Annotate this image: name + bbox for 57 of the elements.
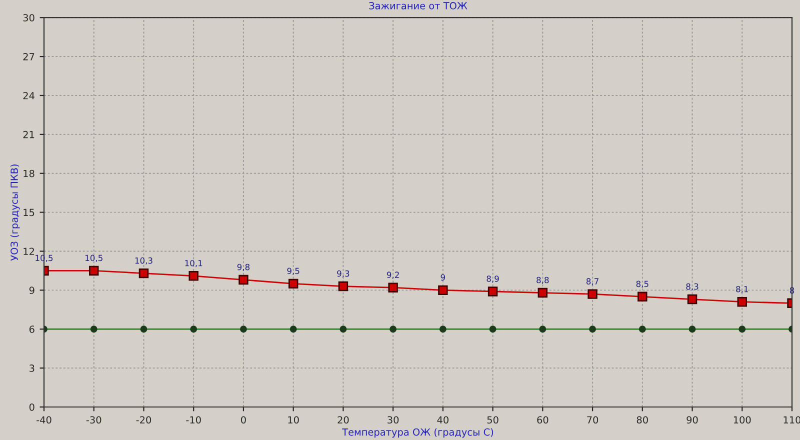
y-tick-label: 15 xyxy=(24,208,34,216)
x-tick-label: 60 xyxy=(537,416,548,424)
data-label: 8,7 xyxy=(586,278,598,286)
data-label: 10,3 xyxy=(135,257,152,265)
point xyxy=(288,278,298,289)
x-tick-label: -20 xyxy=(136,416,152,424)
x-tick-label: 40 xyxy=(437,416,448,424)
y-tick-label: 12 xyxy=(24,248,34,255)
data-label: 9 xyxy=(440,274,445,281)
x-tick-label: 80 xyxy=(636,416,648,424)
point xyxy=(638,292,648,302)
chart-title: Зажигание от ТОЖ xyxy=(369,2,468,10)
point xyxy=(338,281,348,292)
data-label: 8,3 xyxy=(686,283,698,291)
x-tick-label: 70 xyxy=(587,416,598,424)
y-tick-label: 27 xyxy=(23,53,34,60)
point xyxy=(188,271,198,281)
x-tick-label: 0 xyxy=(241,416,246,424)
data-label: 10,1 xyxy=(185,260,202,268)
y-tick-label: 3 xyxy=(30,364,34,372)
y-tick-label: 9 xyxy=(29,286,34,294)
y-tick-label: 24 xyxy=(23,92,34,100)
y-tick-label: 30 xyxy=(23,14,34,22)
point xyxy=(238,274,248,285)
point xyxy=(588,289,598,299)
point xyxy=(388,282,398,292)
y-axis-title: УОЗ (градусы ПКВ) xyxy=(10,164,20,261)
data-label: 9,2 xyxy=(386,272,399,279)
data-label: 8,8 xyxy=(536,276,549,284)
data-label: 8,1 xyxy=(736,286,748,294)
data-label: 9,3 xyxy=(337,270,350,278)
data-label: 8,5 xyxy=(636,280,648,288)
point xyxy=(89,266,99,276)
data-label: 8,9 xyxy=(486,276,499,283)
point xyxy=(538,288,548,298)
point xyxy=(138,268,149,278)
x-tick-label: 50 xyxy=(487,416,498,424)
y-tick-label: 21 xyxy=(23,130,34,138)
point xyxy=(737,297,747,307)
data-label: 9,8 xyxy=(237,264,250,272)
x-tick-label: -10 xyxy=(186,416,201,424)
x-tick-label: 90 xyxy=(686,416,698,424)
data-label: 9,5 xyxy=(287,268,300,275)
y-tick-label: 6 xyxy=(29,326,34,333)
x-tick-label: 20 xyxy=(338,416,349,424)
data-label: 10,5 xyxy=(86,254,102,262)
x-tick-label: 30 xyxy=(388,416,399,424)
point xyxy=(438,285,448,296)
x-tick-label: -30 xyxy=(86,416,102,424)
point xyxy=(488,286,498,296)
x-tick-label: 10 xyxy=(288,416,299,424)
x-axis-title: Температура ОЖ (градусы С) xyxy=(342,428,494,438)
y-tick-label: 18 xyxy=(24,170,34,178)
y-tick-label: 0 xyxy=(29,403,34,411)
point xyxy=(687,294,698,304)
x-tick-label: 100 xyxy=(734,416,751,424)
x-tick-label: -40 xyxy=(36,416,52,424)
